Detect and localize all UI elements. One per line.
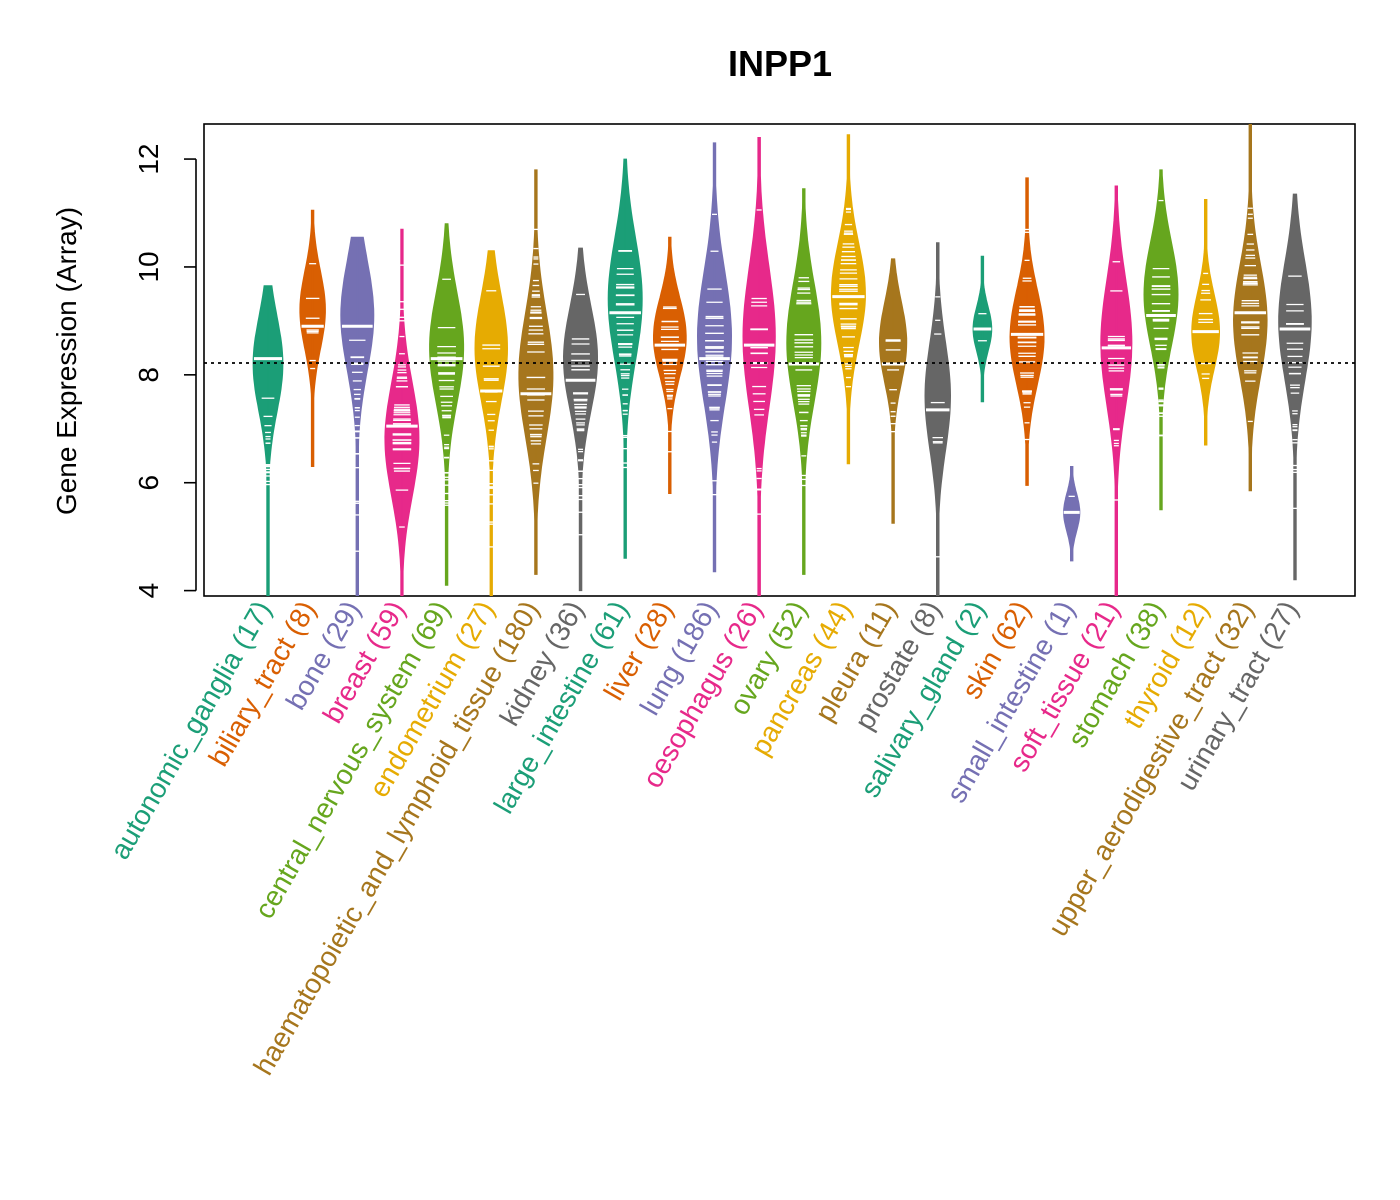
violin-biliary_tract — [299, 209, 326, 467]
y-tick-label: 8 — [133, 367, 164, 383]
violin-bone — [340, 236, 375, 596]
y-tick-label: 6 — [133, 475, 164, 491]
violin-breast — [384, 228, 420, 596]
violin-pleura — [879, 258, 908, 524]
violin-soft_tissue — [1100, 185, 1133, 596]
violin-pancreas — [830, 134, 866, 465]
violin-small_intestine — [1063, 466, 1081, 562]
violin-liver — [653, 236, 687, 494]
violin-central_nervous_system — [429, 223, 465, 586]
category-labels: autonomic_ganglia (17)biliary_tract (8)b… — [104, 596, 1304, 1081]
y-tick-label: 10 — [133, 251, 164, 282]
chart-title: INPP1 — [728, 43, 832, 84]
violin-ovary — [786, 188, 822, 575]
violin-kidney — [562, 247, 598, 592]
violin-upper_aerodigestive_tract — [1232, 124, 1268, 492]
plot-area — [203, 123, 1356, 597]
violin-autonomic_ganglia — [252, 285, 284, 596]
violin-lung — [696, 142, 733, 573]
violin-prostate — [924, 242, 952, 596]
violin-urinary_tract — [1278, 193, 1312, 581]
plot-frame — [203, 123, 1356, 597]
violin-oesophagus — [742, 137, 776, 596]
violins — [252, 124, 1312, 596]
y-tick-label: 4 — [133, 583, 164, 599]
violin-stomach — [1143, 169, 1179, 511]
violin-skin — [1009, 177, 1045, 486]
violin-thyroid — [1191, 199, 1220, 446]
violin-large_intestine — [607, 158, 643, 559]
y-tick-label: 12 — [133, 143, 164, 174]
violin-endometrium — [474, 250, 509, 596]
y-axis-label: Gene Expression (Array) — [51, 207, 82, 515]
violin-haematopoietic_and_lymphoid_tissue — [518, 169, 554, 575]
y-axis: 4 6 8 10 12 — [133, 143, 197, 599]
violin-salivary_gland — [972, 255, 993, 403]
